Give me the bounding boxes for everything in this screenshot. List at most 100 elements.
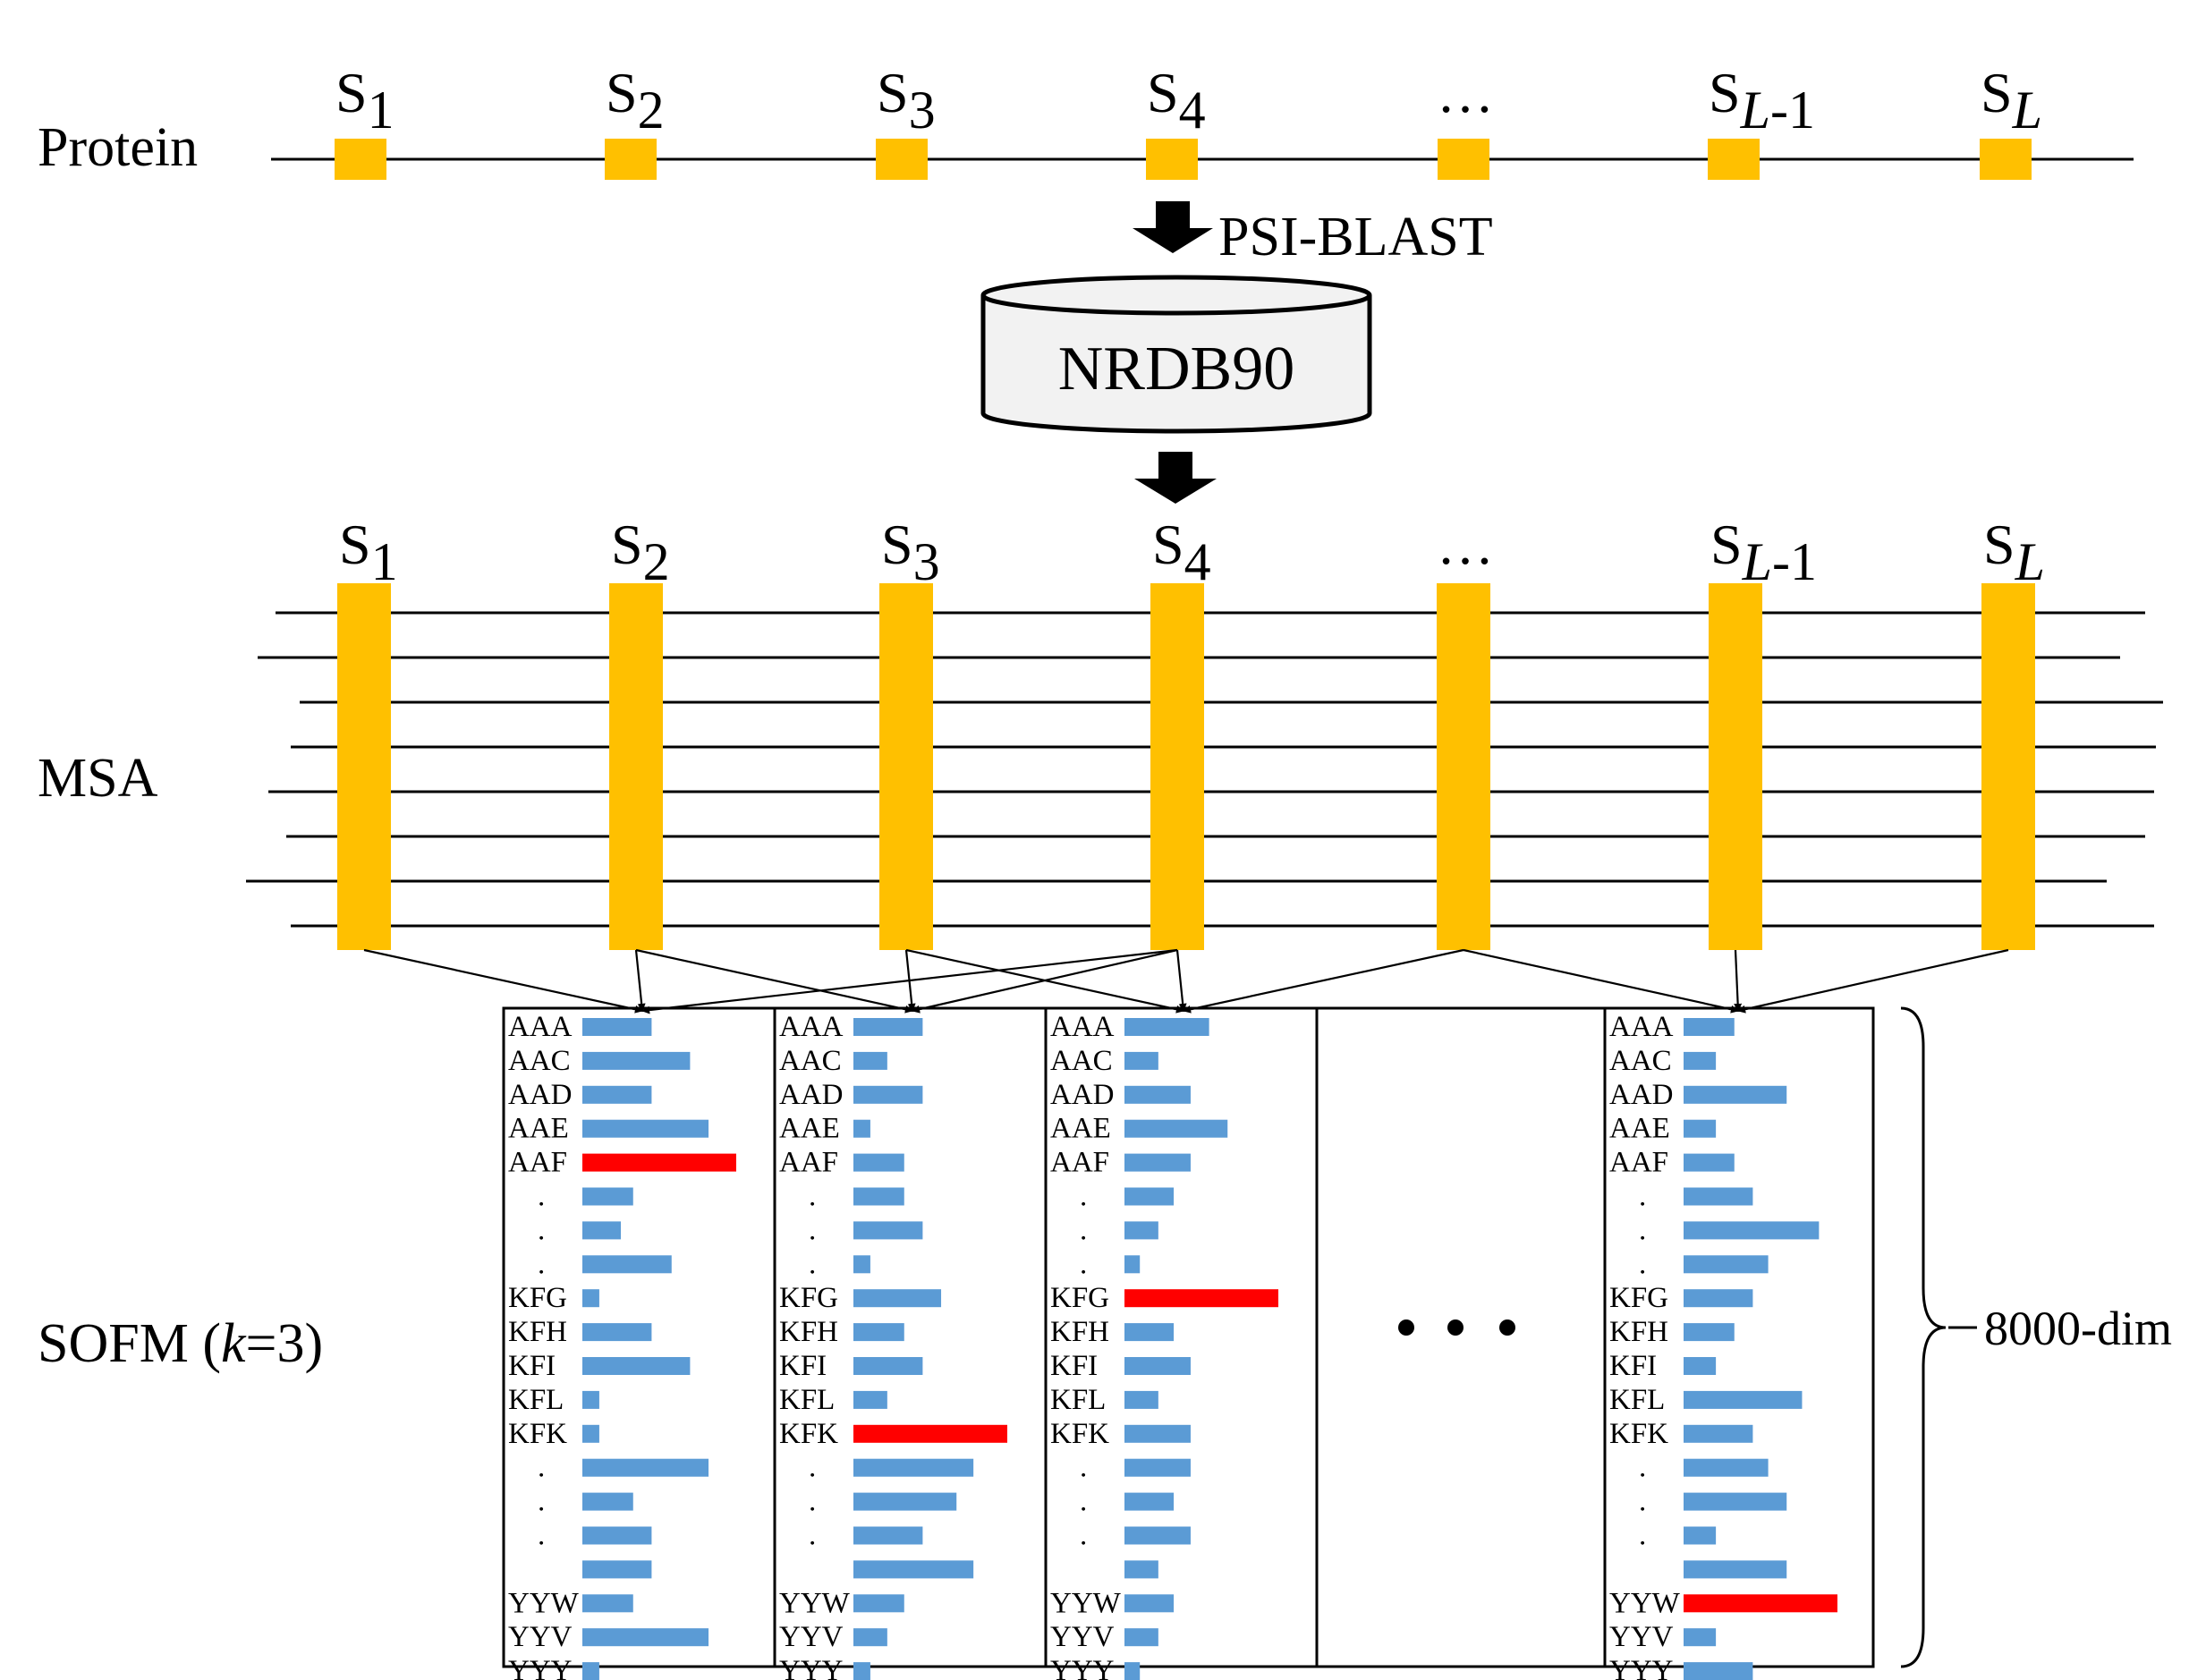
- kmer-label: .: [538, 1452, 545, 1484]
- sofm-panel-4: AAAAACAADAAEAAF...KFGKFHKFIKFLKFK...YYWY…: [1609, 1011, 1837, 1680]
- dimension-label: 8000-dim: [1984, 1302, 2172, 1355]
- kmer-bar: [1684, 1357, 1717, 1375]
- connector-arrow: [1737, 948, 2009, 1014]
- kmer-bar: [1124, 1018, 1209, 1036]
- protein-residue-4: [1146, 139, 1198, 180]
- msa-to-sofm-connectors: [363, 948, 2009, 1014]
- ellipsis-dot: [1499, 1319, 1515, 1336]
- msa-column-6: [1709, 583, 1762, 950]
- msa-label: MSA: [38, 748, 158, 809]
- kmer-bar: [1124, 1662, 1141, 1680]
- sofm-profile: AAAAACAADAAEAAF...KFGKFHKFIKFLKFK...YYWY…: [502, 1006, 1875, 1680]
- msa-position-label-1: S1: [339, 513, 398, 591]
- kmer-label: .: [538, 1214, 545, 1246]
- psiblast-label: PSI-BLAST: [1218, 207, 1493, 267]
- kmer-label: YYW: [508, 1587, 580, 1619]
- kmer-bar: [582, 1289, 599, 1308]
- kmer-bar: [1124, 1594, 1175, 1613]
- kmer-bar: [1684, 1289, 1753, 1308]
- msa-column-1: [337, 583, 391, 950]
- kmer-bar: [853, 1187, 904, 1206]
- connector-arrow: [1734, 949, 1743, 1012]
- protein-position-label-6: SL-1: [1709, 61, 1815, 140]
- msa-column-2: [609, 583, 663, 950]
- kmer-label: AAE: [1050, 1113, 1111, 1145]
- position-base: S: [1147, 61, 1179, 124]
- kmer-label: AAF: [1609, 1147, 1668, 1179]
- position-subscript: L: [1740, 81, 1770, 140]
- protein-position-label-5: …: [1437, 61, 1494, 124]
- kmer-bar: [853, 1289, 942, 1308]
- kmer-bar: [1124, 1628, 1158, 1647]
- kmer-label: .: [1080, 1181, 1087, 1213]
- protein-residue-7: [1980, 139, 2032, 180]
- kmer-max-bar: [582, 1153, 736, 1172]
- kmer-bar: [1124, 1424, 1191, 1443]
- kmer-label: KFL: [1609, 1384, 1665, 1416]
- kmer-bar: [853, 1018, 923, 1036]
- position-subscript: 1: [371, 532, 398, 591]
- kmer-bar: [1684, 1662, 1753, 1680]
- sofm-label: SOFM (k=3): [38, 1313, 323, 1374]
- kmer-bar: [582, 1424, 599, 1443]
- kmer-label: AAC: [508, 1045, 571, 1077]
- kmer-bar: [582, 1323, 652, 1342]
- kmer-label: AAF: [508, 1147, 567, 1179]
- kmer-label: YYW: [1609, 1587, 1681, 1619]
- kmer-bar: [1124, 1187, 1175, 1206]
- kmer-label: KFG: [1609, 1282, 1668, 1314]
- kmer-label: .: [1080, 1214, 1087, 1246]
- kmer-bar: [582, 1458, 709, 1477]
- kmer-bar: [1684, 1085, 1787, 1104]
- msa-position-label-2: S2: [611, 513, 670, 591]
- kmer-label: AAA: [779, 1011, 844, 1043]
- connector-arrow: [1183, 948, 1464, 1014]
- kmer-bar: [582, 1255, 672, 1274]
- position-base: S: [881, 513, 913, 576]
- kmer-bar: [582, 1560, 652, 1579]
- kmer-label: KFI: [1609, 1350, 1657, 1382]
- protein-residue-2: [605, 139, 657, 180]
- kmer-label: YYV: [1050, 1621, 1115, 1653]
- position-subscript: L: [1742, 532, 1772, 591]
- kmer-bar: [1684, 1492, 1787, 1511]
- kmer-label: .: [538, 1486, 545, 1518]
- connector-arrow: [1463, 948, 1739, 1014]
- msa-position-labels: S1 S2 S3 S4… SL-1 SL: [339, 513, 2045, 591]
- kmer-bar: [1684, 1390, 1803, 1409]
- position-base: S: [1709, 61, 1741, 124]
- kmer-label: KFK: [779, 1418, 838, 1450]
- connector-arrow: [363, 948, 643, 1014]
- kmer-max-bar: [1684, 1594, 1837, 1613]
- kmer-bar: [582, 1357, 691, 1375]
- kmer-bar: [582, 1221, 621, 1240]
- nrdb90-database: NRDB90: [980, 275, 1372, 434]
- kmer-label: AAC: [1050, 1045, 1113, 1077]
- sofm-ellipsis-dots: [1398, 1319, 1515, 1336]
- msa-position-label-4: S4: [1152, 513, 1211, 591]
- kmer-bar: [1684, 1051, 1717, 1070]
- position-subscript: 4: [1184, 532, 1211, 591]
- kmer-bar: [853, 1119, 870, 1138]
- connector-arrow: [641, 948, 1178, 1014]
- msa-column-3: [879, 583, 933, 950]
- kmer-bar: [1684, 1119, 1717, 1138]
- kmer-label: KFH: [1050, 1316, 1109, 1348]
- kmer-bar: [1684, 1526, 1717, 1545]
- position-subscript: L: [2015, 532, 2045, 591]
- kmer-label: YYY: [508, 1655, 573, 1680]
- kmer-bar: [1124, 1526, 1191, 1545]
- kmer-bar: [582, 1594, 633, 1613]
- connector-arrow: [635, 948, 913, 1014]
- kmer-bar: [582, 1051, 691, 1070]
- position-base: S: [1983, 513, 2015, 576]
- kmer-bar: [1124, 1357, 1191, 1375]
- connector-arrow: [1175, 949, 1187, 1012]
- msa-column-5: [1437, 583, 1490, 950]
- kmer-label: .: [1080, 1486, 1087, 1518]
- kmer-label: AAA: [508, 1011, 573, 1043]
- ellipsis-dot: [1398, 1319, 1414, 1336]
- kmer-bar: [1684, 1153, 1735, 1172]
- kmer-bar: [582, 1018, 652, 1036]
